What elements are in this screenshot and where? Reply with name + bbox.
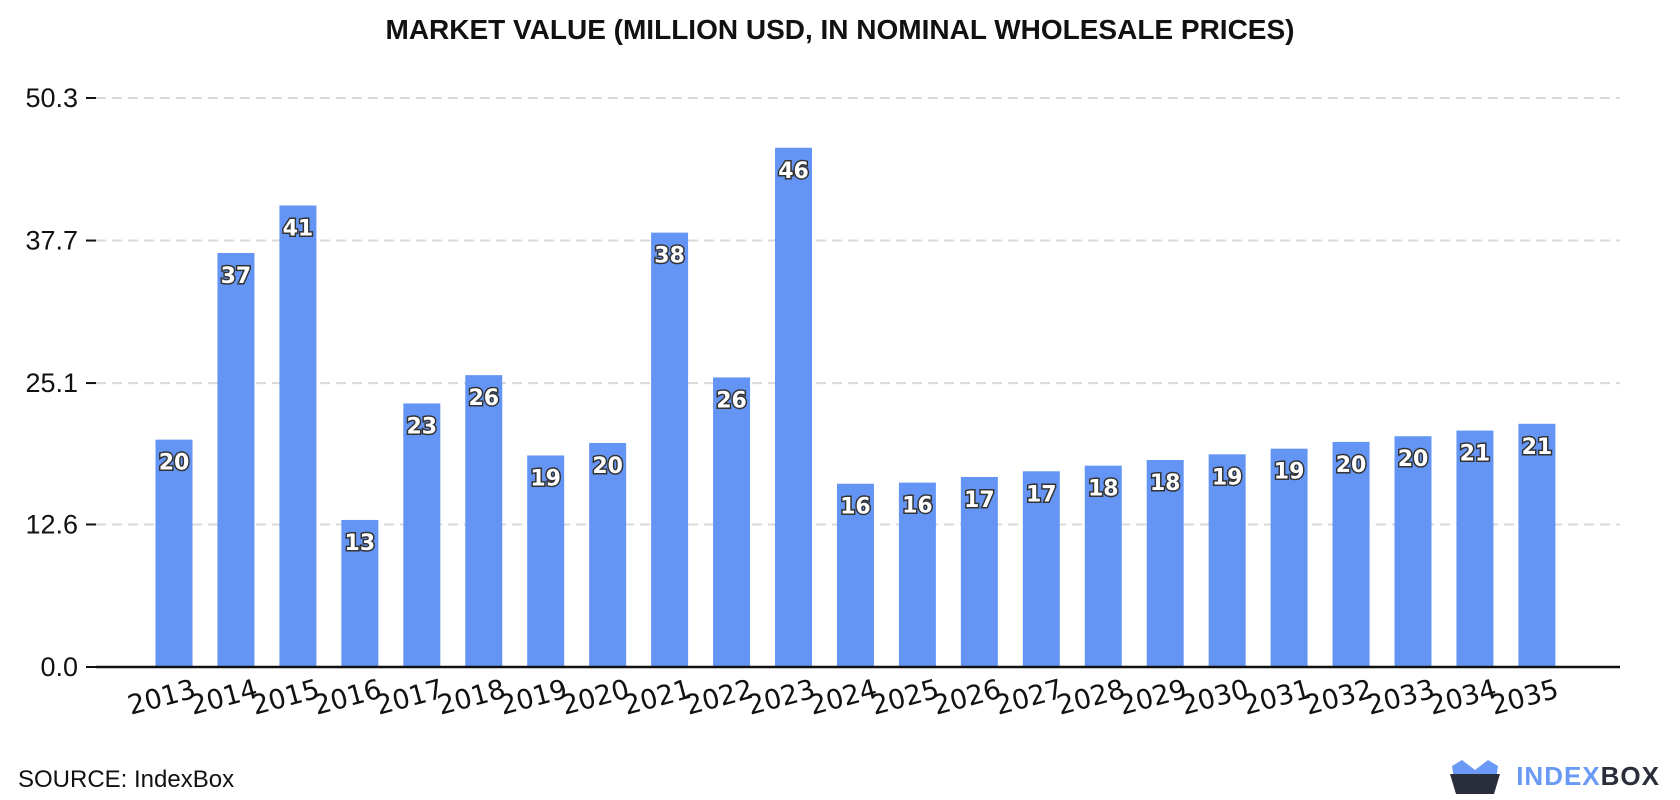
bar-value-label: 19 bbox=[1274, 460, 1305, 485]
y-axis-ticks: 0.0 12.6 25.1 37.7 50.3 bbox=[25, 83, 96, 682]
bar-2022 bbox=[713, 377, 751, 667]
gridlines bbox=[96, 97, 1620, 526]
bar-value-label: 17 bbox=[1026, 482, 1057, 507]
bar-2034 bbox=[1456, 430, 1494, 667]
x-tick-label: 2035 bbox=[1487, 674, 1561, 722]
indexbox-logo: INDEXBOX bbox=[1448, 756, 1660, 796]
bar-value-label: 19 bbox=[530, 466, 561, 491]
bar-value-label: 26 bbox=[468, 386, 499, 411]
bar-value-label: 20 bbox=[1336, 453, 1367, 478]
bar-value-label: 37 bbox=[221, 264, 252, 289]
bar-2030 bbox=[1208, 454, 1246, 667]
bar-value-label: 17 bbox=[964, 488, 995, 513]
bar-2031 bbox=[1270, 448, 1308, 667]
bar-value-label: 13 bbox=[345, 531, 376, 556]
bar-value-label: 20 bbox=[1398, 447, 1429, 472]
bar-value-label: 20 bbox=[159, 451, 190, 476]
bar-2018 bbox=[465, 375, 503, 667]
bar-2029 bbox=[1146, 459, 1184, 667]
bar-2035 bbox=[1518, 423, 1556, 667]
y-tick-label: 25.1 bbox=[25, 368, 78, 398]
bar-2026 bbox=[960, 476, 998, 667]
x-axis-ticks: 2013201420152016201720182019202020212022… bbox=[125, 674, 1562, 722]
bar-2016 bbox=[341, 519, 379, 667]
bar-value-label: 26 bbox=[716, 388, 747, 413]
crown-box-icon bbox=[1450, 760, 1501, 794]
bar-value-labels: 20 37 41 13 23 26 19 20 38 26 46 16 16 17 17 18 18 19 19 20… bbox=[157, 157, 1554, 557]
bar-2015 bbox=[279, 205, 317, 667]
bar-value-label: 16 bbox=[840, 495, 871, 520]
bar-value-label: 38 bbox=[654, 244, 685, 269]
bar-2032 bbox=[1332, 441, 1370, 667]
bar-2028 bbox=[1084, 465, 1122, 667]
logo-text-index: INDEX bbox=[1516, 760, 1601, 791]
logo-text-box: BOX bbox=[1600, 760, 1660, 791]
y-tick-label: 50.3 bbox=[25, 83, 78, 113]
bar-2027 bbox=[1022, 471, 1060, 667]
bar-value-label: 16 bbox=[902, 494, 933, 519]
bar-value-label: 21 bbox=[1460, 442, 1491, 467]
bar-2020 bbox=[589, 443, 627, 667]
bar-2013 bbox=[155, 439, 193, 667]
y-tick-label: 12.6 bbox=[25, 509, 78, 539]
bar-2014 bbox=[217, 252, 255, 668]
bar-value-label: 21 bbox=[1522, 435, 1553, 460]
bars bbox=[155, 147, 1556, 668]
bar-2024 bbox=[836, 483, 874, 667]
bar-2025 bbox=[898, 482, 936, 667]
bar-value-label: 46 bbox=[778, 159, 809, 184]
bar-2017 bbox=[403, 403, 441, 667]
bar-2023 bbox=[775, 147, 812, 667]
y-tick-label: 0.0 bbox=[40, 652, 78, 682]
y-tick-label: 37.7 bbox=[25, 226, 78, 256]
bar-value-label: 23 bbox=[406, 414, 437, 439]
bar-value-label: 18 bbox=[1150, 471, 1181, 496]
source-note: SOURCE: IndexBox bbox=[18, 766, 235, 793]
bar-2021 bbox=[651, 232, 689, 667]
bar-value-label: 18 bbox=[1088, 477, 1119, 502]
bar-value-label: 41 bbox=[283, 216, 314, 241]
bar-value-label: 20 bbox=[592, 454, 623, 479]
bar-2033 bbox=[1394, 436, 1432, 667]
bar-value-label: 19 bbox=[1212, 465, 1243, 490]
bar-2019 bbox=[527, 455, 565, 667]
chart-title: MARKET VALUE (MILLION USD, IN NOMINAL WH… bbox=[385, 14, 1295, 45]
